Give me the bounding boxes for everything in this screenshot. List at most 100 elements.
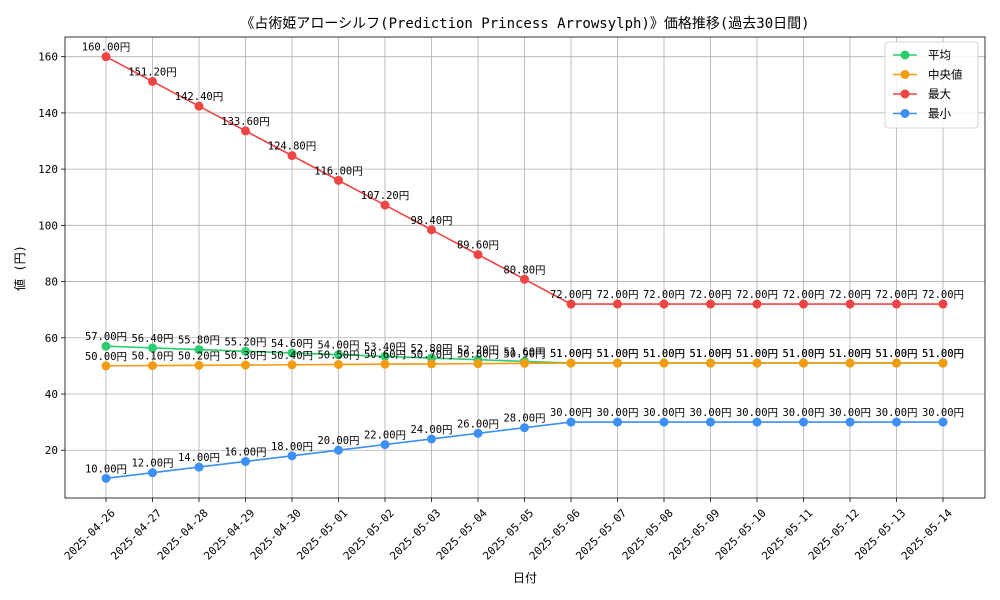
data-point (520, 274, 529, 284)
data-label: 50.10円 (131, 351, 173, 363)
data-label: 51.00円 (736, 348, 778, 360)
y-tick-label: 160 (38, 51, 58, 64)
data-label: 80.80円 (503, 264, 545, 276)
data-label: 124.80円 (268, 141, 316, 153)
data-label: 20.00円 (317, 435, 359, 447)
data-label: 24.00円 (410, 424, 452, 436)
data-label: 30.00円 (689, 407, 731, 419)
data-label: 50.20円 (178, 350, 220, 362)
data-label: 30.00円 (875, 407, 917, 419)
data-label: 133.60円 (221, 116, 269, 128)
legend-label: 最小 (928, 107, 951, 121)
data-point (334, 350, 343, 360)
data-point (520, 423, 529, 433)
data-point (892, 358, 901, 368)
data-point (706, 299, 715, 309)
data-label: 51.00円 (596, 348, 638, 360)
data-point (845, 358, 855, 368)
x-axis-label: 日付 (513, 571, 537, 585)
data-point (752, 417, 762, 427)
data-label: 55.20円 (224, 336, 266, 348)
data-label: 51.00円 (875, 348, 917, 360)
data-point (241, 456, 250, 466)
data-point (659, 358, 669, 368)
data-label: 50.80円 (457, 349, 499, 361)
data-label: 51.00円 (922, 348, 964, 360)
data-point (613, 417, 622, 427)
data-point (380, 440, 390, 450)
data-label: 30.00円 (550, 407, 592, 419)
legend-label: 平均 (928, 48, 951, 62)
data-label: 98.40円 (410, 215, 452, 227)
data-label: 72.00円 (596, 289, 638, 301)
data-label: 142.40円 (175, 91, 223, 103)
data-label: 107.20円 (361, 190, 409, 202)
y-axis-label: 値 (円) (12, 245, 27, 291)
data-label: 53.40円 (364, 341, 406, 353)
data-label: 16.00円 (224, 446, 266, 458)
data-label: 50.40円 (271, 350, 313, 362)
data-point (566, 358, 576, 368)
data-label: 51.00円 (736, 348, 778, 360)
legend-marker (900, 89, 910, 99)
data-label: 50.60円 (364, 349, 406, 361)
data-point (427, 434, 436, 444)
data-point (334, 175, 343, 185)
data-label: 51.00円 (829, 348, 871, 360)
data-label: 51.00円 (922, 348, 964, 360)
data-point (613, 299, 622, 309)
data-label: 89.60円 (457, 240, 499, 252)
data-label: 28.00円 (503, 413, 545, 425)
data-label: 51.00円 (643, 348, 685, 360)
data-label: 30.00円 (829, 407, 871, 419)
data-label: 14.00円 (178, 452, 220, 464)
data-label: 72.00円 (829, 289, 871, 301)
data-point (473, 428, 483, 438)
data-point (427, 225, 436, 235)
data-point (101, 341, 111, 351)
data-point (148, 76, 157, 86)
data-point (241, 360, 250, 370)
data-point (659, 299, 669, 309)
data-label: 72.00円 (643, 289, 685, 301)
legend-box (884, 41, 979, 129)
data-label: 57.00円 (85, 331, 127, 343)
y-tick-label: 80 (45, 276, 58, 289)
data-label: 51.00円 (829, 348, 871, 360)
data-label: 18.00円 (271, 441, 313, 453)
data-point (194, 360, 204, 370)
data-label: 30.00円 (596, 407, 638, 419)
data-point (287, 451, 297, 461)
data-point (799, 358, 808, 368)
data-point (241, 346, 250, 356)
data-point (752, 299, 762, 309)
data-point (148, 343, 157, 353)
y-tick-label: 120 (38, 163, 58, 176)
data-point (287, 151, 297, 161)
data-label: 30.00円 (643, 407, 685, 419)
data-point (148, 468, 157, 478)
data-label: 30.00円 (922, 407, 964, 419)
data-point (380, 200, 390, 210)
data-label: 52.80円 (410, 343, 452, 355)
data-label: 72.00円 (922, 289, 964, 301)
data-point (520, 358, 529, 368)
data-label: 51.00円 (596, 348, 638, 360)
data-point (287, 348, 297, 358)
data-point (892, 417, 901, 427)
data-point (892, 299, 901, 309)
y-tick-label: 60 (45, 332, 58, 345)
data-point (194, 101, 204, 111)
data-label: 151.20円 (128, 66, 176, 78)
data-point (101, 473, 111, 483)
data-label: 52.20円 (457, 345, 499, 357)
legend-label: 最大 (928, 87, 951, 101)
data-label: 51.00円 (782, 348, 824, 360)
y-tick-label: 140 (38, 107, 58, 120)
y-tick-label: 40 (45, 388, 58, 401)
data-point (613, 358, 622, 368)
data-label: 50.30円 (224, 350, 266, 362)
data-point (101, 52, 111, 62)
data-label: 50.90円 (503, 348, 545, 360)
